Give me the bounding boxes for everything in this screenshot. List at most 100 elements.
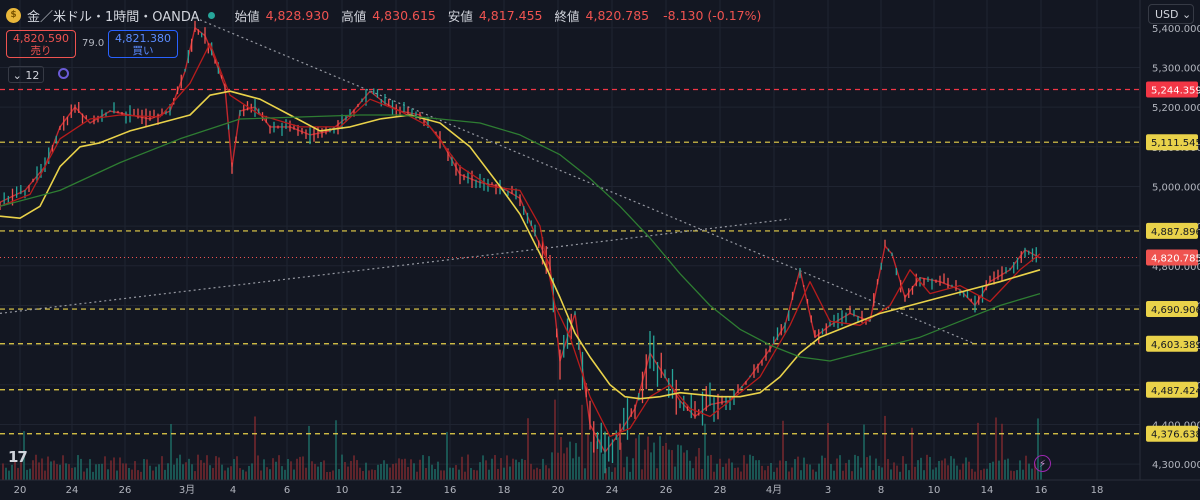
volume-bar xyxy=(38,462,40,480)
currency-label: USD xyxy=(1155,8,1179,21)
volume-bar xyxy=(275,461,277,480)
volume-bar xyxy=(1004,459,1006,480)
level-price-tag[interactable] xyxy=(1146,134,1198,151)
volume-bar xyxy=(1013,471,1015,480)
volume-bar xyxy=(833,470,835,480)
volume-bar xyxy=(959,469,961,480)
volume-bar xyxy=(113,457,115,480)
volume-bar xyxy=(728,458,730,480)
volume-bar xyxy=(422,455,424,480)
tradingview-logo-icon[interactable]: 17 xyxy=(8,448,28,466)
volume-bar xyxy=(131,469,133,480)
volume-bar xyxy=(1025,455,1027,480)
volume-bar xyxy=(269,469,271,480)
level-price-label: 4,376.638 xyxy=(1151,430,1200,441)
spread-value: 79.0 xyxy=(82,38,105,49)
volume-bar xyxy=(221,464,223,480)
sell-price: 4,820.590 xyxy=(13,32,69,45)
volume-bar xyxy=(905,463,907,480)
volume-bar xyxy=(767,465,769,480)
volume-bar xyxy=(812,469,814,480)
volume-bar xyxy=(416,471,418,480)
volume-bar xyxy=(947,465,949,480)
volume-bar xyxy=(152,470,154,480)
price-tick-label: 5,300.000 xyxy=(1152,63,1200,74)
currency-select[interactable]: USD ⌄ xyxy=(1148,4,1194,24)
volume-bar xyxy=(605,468,607,480)
volume-bar xyxy=(149,465,151,480)
volume-bar xyxy=(146,459,148,480)
volume-bar xyxy=(209,465,211,480)
volume-bar xyxy=(95,464,97,480)
volume-bar xyxy=(512,458,514,480)
volume-bar xyxy=(971,468,973,480)
volume-bar xyxy=(860,467,862,480)
volume-bar xyxy=(827,423,829,480)
descending-trendline[interactable] xyxy=(199,19,976,345)
level-price-tag[interactable] xyxy=(1146,301,1198,318)
volume-bar xyxy=(47,456,49,480)
volume-bar xyxy=(155,466,157,480)
price-tick-label: 5,200.000 xyxy=(1152,103,1200,114)
volume-bar xyxy=(974,471,976,480)
time-axis[interactable]: 20 24 26 3月 4 6 10 12 16 18 20 24 26 28 4月 3 8 10 14 16 18 xyxy=(0,479,1200,500)
volume-bar xyxy=(779,460,781,480)
level-price-tag[interactable] xyxy=(1146,222,1198,239)
volume-bar xyxy=(497,468,499,480)
volume-bar xyxy=(875,458,877,480)
volume-bar xyxy=(929,457,931,480)
volume-bar xyxy=(977,422,979,480)
volume-bar xyxy=(878,465,880,480)
volume-bar xyxy=(215,456,217,480)
volume-bar xyxy=(314,463,316,480)
volume-bar xyxy=(200,460,202,480)
price-axis[interactable]: 4,300.0004,400.0004,500.0004,600.0004,70… xyxy=(1139,0,1200,500)
volume-bar xyxy=(752,455,754,480)
volume-bar xyxy=(176,458,178,480)
level-price-tag[interactable] xyxy=(1146,81,1198,98)
volume-bar xyxy=(293,469,295,480)
volume-bar xyxy=(311,461,313,480)
sell-button[interactable]: 4,820.590 売り xyxy=(6,30,76,58)
volume-bar xyxy=(251,463,253,480)
volume-bar xyxy=(584,468,586,480)
buy-label: 買い xyxy=(132,45,154,57)
volume-bar xyxy=(50,461,52,480)
volume-bar xyxy=(782,420,784,480)
volume-bar xyxy=(866,457,868,480)
volume-bar xyxy=(566,447,568,480)
volume-bar xyxy=(92,471,94,480)
volume-bar xyxy=(587,434,589,480)
buy-button[interactable]: 4,821.380 買い xyxy=(108,30,178,58)
level-price-tag[interactable] xyxy=(1146,335,1198,352)
volume-bar xyxy=(461,456,463,480)
level-price-tag[interactable] xyxy=(1146,425,1198,442)
volume-bar xyxy=(620,442,622,480)
volume-bar xyxy=(383,460,385,480)
volume-bar xyxy=(509,466,511,480)
volume-bar xyxy=(479,462,481,480)
volume-bar xyxy=(563,453,565,480)
volume-bar xyxy=(410,459,412,480)
volume-bar xyxy=(737,467,739,480)
volume-bar xyxy=(14,460,16,480)
volume-bar xyxy=(644,449,646,480)
volume-bar xyxy=(386,463,388,480)
volume-bar xyxy=(848,459,850,480)
volume-bar xyxy=(305,467,307,480)
volume-bar xyxy=(872,470,874,480)
time-tick-label: 24 xyxy=(606,485,619,496)
indicators-collapse-button[interactable]: ⌄ 12 xyxy=(8,66,44,83)
volume-bar xyxy=(962,463,964,480)
volume-bar xyxy=(830,463,832,480)
volume-bar xyxy=(506,455,508,480)
lightning-icon[interactable]: ⚡ xyxy=(1034,455,1051,472)
level-price-tag[interactable] xyxy=(1146,381,1198,398)
volume-bar xyxy=(1031,468,1033,480)
symbol-title[interactable]: 金／米ドル・1時間・OANDA xyxy=(27,10,200,25)
volume-bar xyxy=(641,469,643,480)
current-price-tag[interactable] xyxy=(1146,249,1198,266)
level-price-label: 4,487.424 xyxy=(1151,386,1200,397)
volume-bar xyxy=(998,460,1000,480)
